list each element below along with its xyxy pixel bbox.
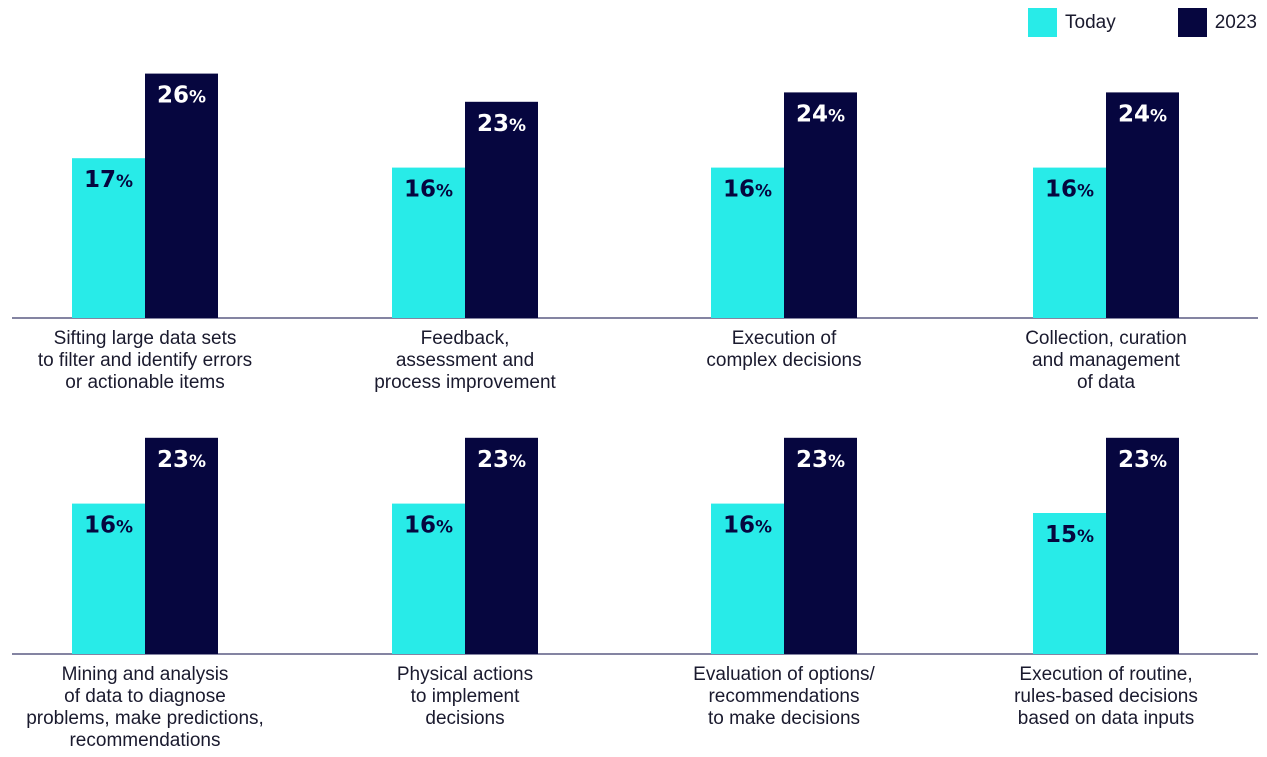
category-label-5-line-1: Mining and analysis: [5, 664, 285, 686]
category-label-2-line-1: Feedback,: [325, 328, 605, 350]
category-label-7-line-2: recommendations: [644, 686, 924, 708]
category-label-6-line-3: decisions: [325, 708, 605, 730]
category-label-3: Execution of complex decisions: [644, 328, 924, 372]
category-label-5-line-2: of data to diagnose: [5, 686, 285, 708]
category-label-6-line-1: Physical actions: [325, 664, 605, 686]
bar-1-2023: [145, 74, 218, 318]
category-label-2-line-2: assessment and: [325, 350, 605, 372]
category-label-5-line-3: problems, make predictions,: [5, 708, 285, 730]
category-label-2: Feedback, assessment and process improveme…: [325, 328, 605, 394]
category-label-7-line-1: Evaluation of options/: [644, 664, 924, 686]
category-label-8-line-1: Execution of routine,: [966, 664, 1246, 686]
category-label-1-line-2: to filter and identify errors: [5, 350, 285, 372]
category-label-4-line-1: Collection, curation: [966, 328, 1246, 350]
category-label-3-line-2: complex decisions: [644, 350, 924, 372]
category-label-4: Collection, curation and management of dat…: [966, 328, 1246, 394]
category-label-8-line-3: based on data inputs: [966, 708, 1246, 730]
category-label-6-line-2: to implement: [325, 686, 605, 708]
category-label-6: Physical actions to implement decisions: [325, 664, 605, 730]
category-label-7: Evaluation of options/recommendations to …: [644, 664, 924, 730]
category-label-2-line-3: process improvement: [325, 372, 605, 394]
category-label-1-line-1: Sifting large data sets: [5, 328, 285, 350]
category-label-4-line-2: and management: [966, 350, 1246, 372]
category-label-1: Sifting large data sets to filter and ide…: [5, 328, 285, 394]
category-label-7-line-3: to make decisions: [644, 708, 924, 730]
category-label-8: Execution of routine, rules-based decisio…: [966, 664, 1246, 730]
category-label-1-line-3: or actionable items: [5, 372, 285, 394]
category-label-3-line-1: Execution of: [644, 328, 924, 350]
category-label-5-line-4: recommendations: [5, 730, 285, 752]
category-label-8-line-2: rules-based decisions: [966, 686, 1246, 708]
category-label-5: Mining and analysis of data to diagnose pr…: [5, 664, 285, 752]
category-label-4-line-3: of data: [966, 372, 1246, 394]
